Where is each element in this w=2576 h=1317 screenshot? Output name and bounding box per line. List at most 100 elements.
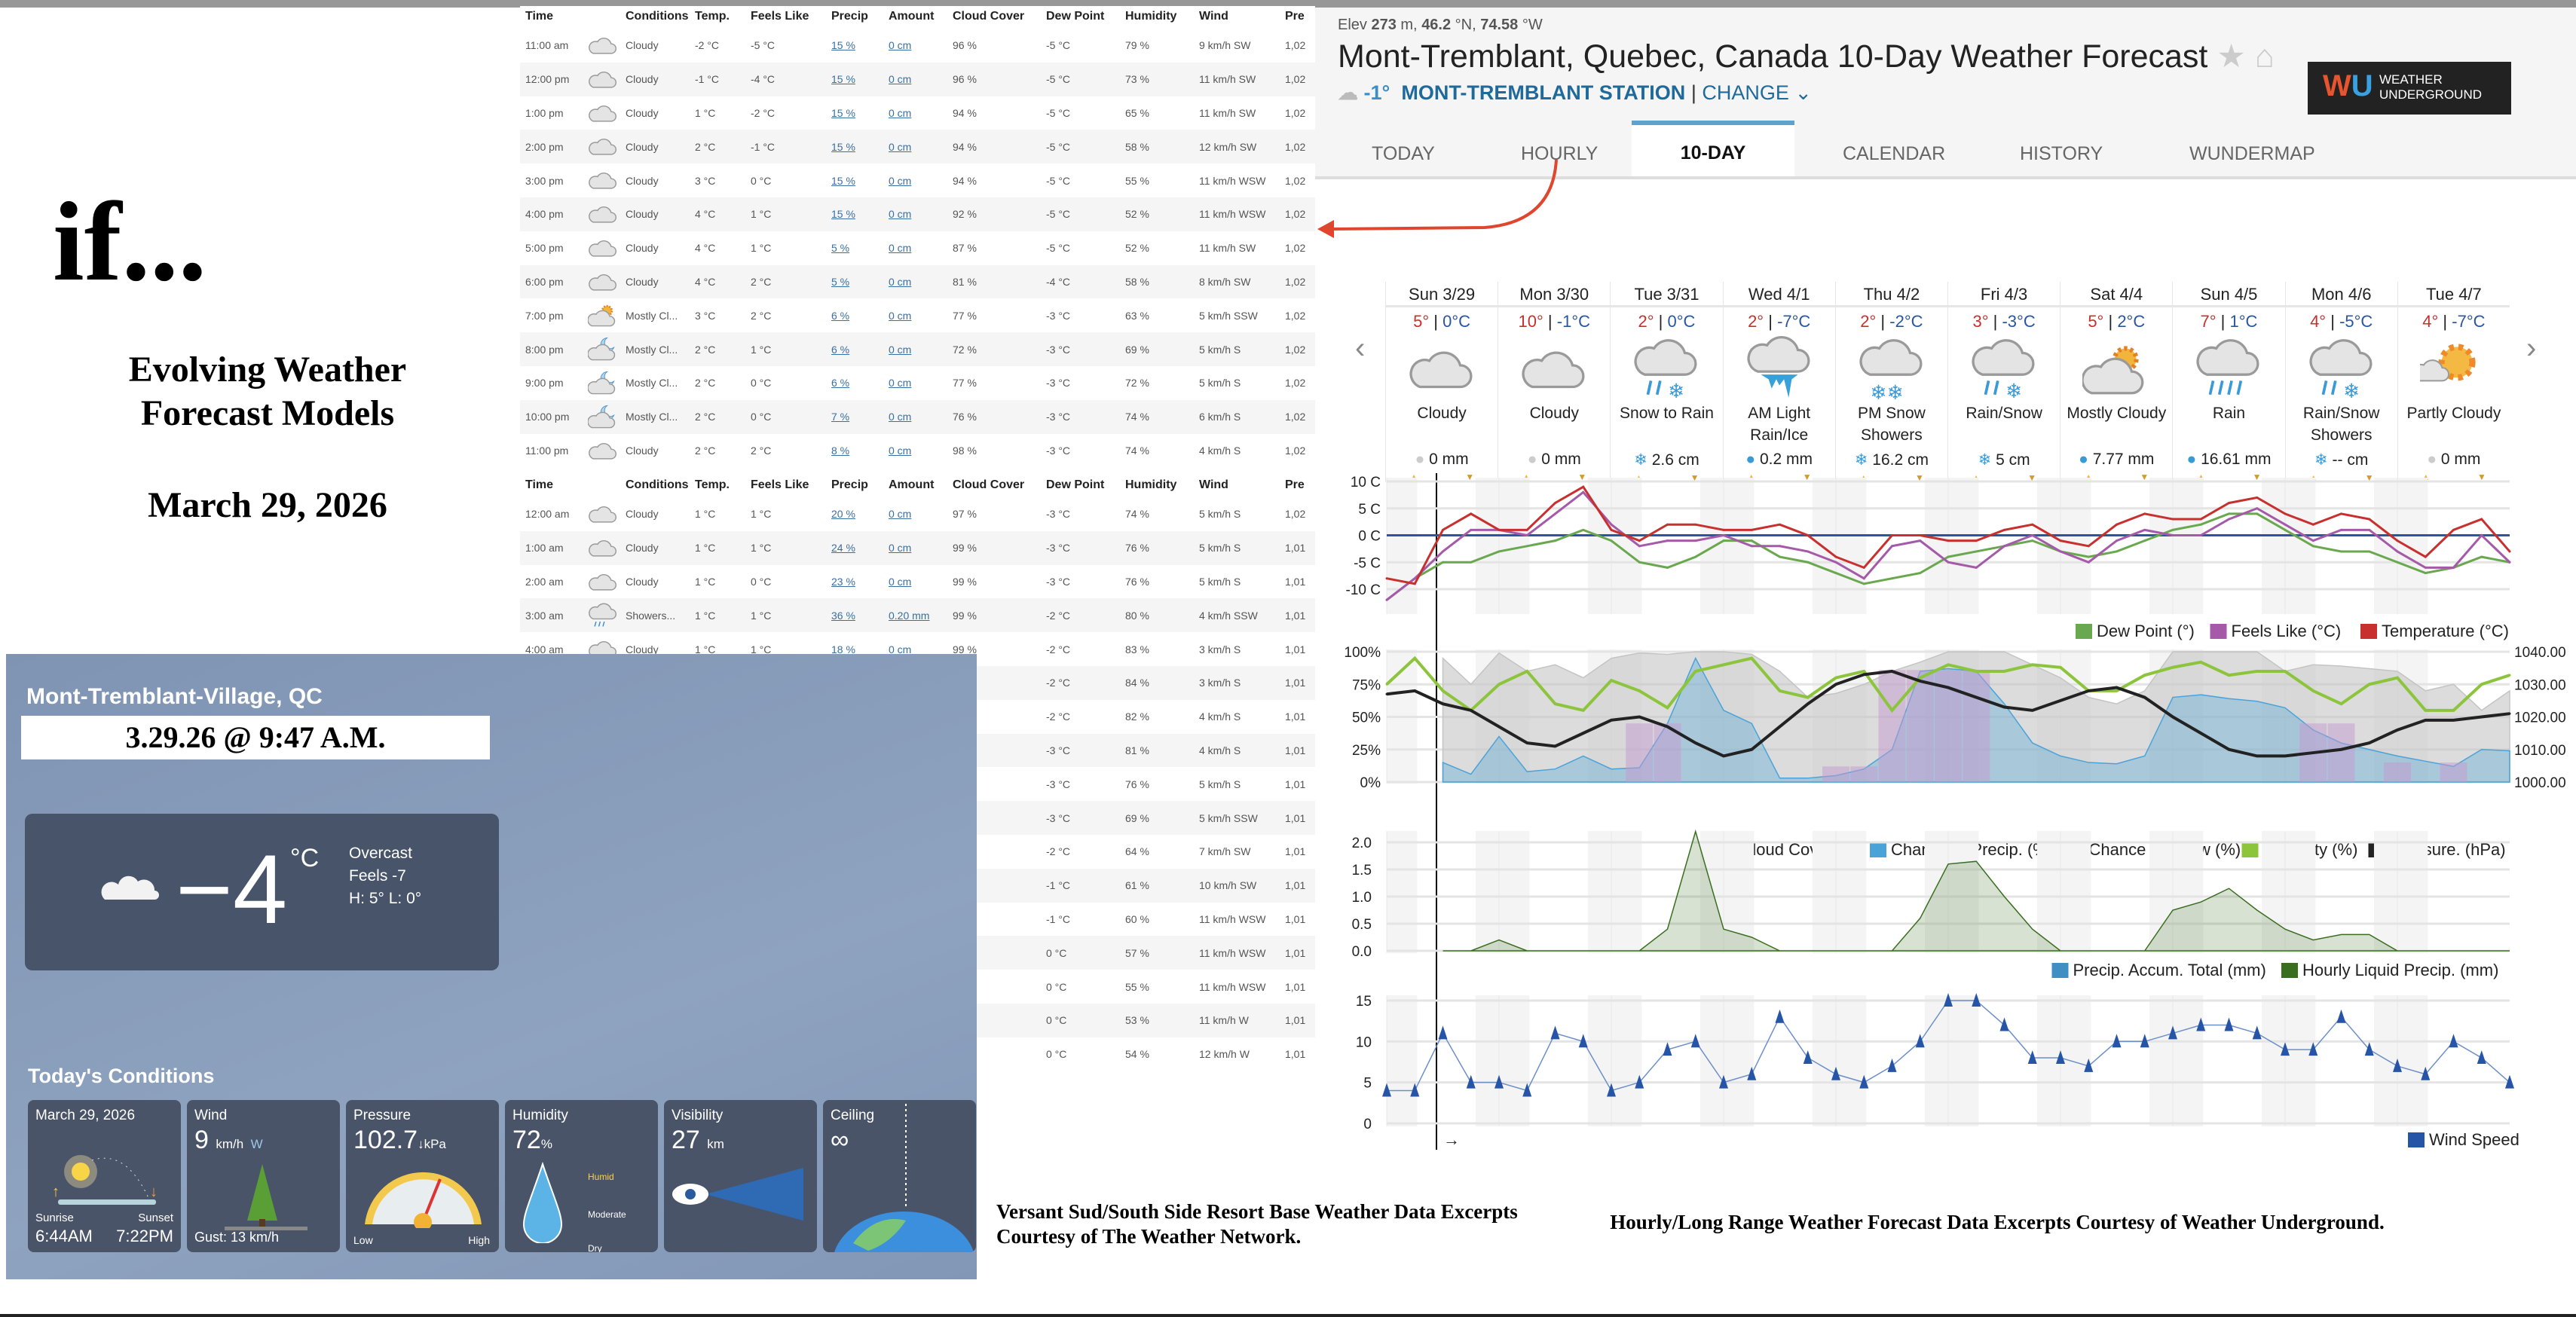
precip-chance[interactable]: 5 %: [831, 275, 850, 288]
forecast-day[interactable]: Thu 4/2 2° | -2°C ❄❄ PM Snow Showers ❄ 16.2 …: [1834, 282, 1947, 483]
change-station-button[interactable]: CHANGE ⌄: [1702, 81, 1812, 104]
precip-chance[interactable]: 18 %: [831, 643, 855, 655]
prev-days-button[interactable]: ‹: [1355, 332, 1366, 365]
wu-logo[interactable]: WU WEATHER UNDERGROUND: [2308, 62, 2511, 115]
tab-history[interactable]: HISTORY: [2020, 143, 2103, 164]
precip-amount[interactable]: 0 cm: [889, 411, 912, 423]
precip-amount[interactable]: 0 cm: [889, 39, 912, 52]
tab-10-day[interactable]: 10-DAY: [1632, 121, 1794, 182]
series-line-2-point: [1750, 528, 1753, 531]
series-line-0-point: [2143, 539, 2146, 542]
series-line-1-point: [1638, 545, 1641, 548]
precip-chance[interactable]: 15 %: [831, 73, 855, 86]
tab-calendar[interactable]: CALENDAR: [1843, 143, 1946, 164]
column-header[interactable]: Conditions: [626, 478, 689, 491]
precip-chance[interactable]: 5 %: [831, 242, 850, 255]
legend-label: Dew Point (°): [2097, 622, 2195, 640]
day-precip: ❄ 2.6 cm: [1611, 451, 1722, 469]
precip-amount[interactable]: 0 cm: [889, 542, 912, 555]
next-days-button[interactable]: ›: [2526, 332, 2537, 365]
cloudy-icon: [588, 635, 618, 662]
column-header[interactable]: Temp.: [695, 10, 730, 23]
precip-amount[interactable]: 0 cm: [889, 275, 912, 288]
day-date: Sun 4/5: [2173, 282, 2285, 307]
precip-amount[interactable]: 0 cm: [889, 106, 912, 119]
precip-chance[interactable]: 20 %: [831, 508, 855, 521]
tab-wundermap[interactable]: WUNDERMAP: [2189, 143, 2315, 164]
forecast-day[interactable]: Tue 4/7 4° | -7°C Partly Cloudy ● 0 mm ▲ ▼: [2397, 282, 2510, 482]
column-header[interactable]: Feels Like: [751, 10, 809, 23]
home-icon[interactable]: ⌂: [2254, 38, 2275, 75]
series-line-2-point: [1919, 534, 1922, 536]
forecast-day[interactable]: Tue 3/312° | 0°C❄Snow to Rain❄ 2.6 cm▲▼: [1610, 282, 1723, 483]
precip-amount[interactable]: 0 cm: [889, 140, 912, 153]
precip-chance[interactable]: 15 %: [831, 140, 855, 153]
column-header[interactable]: Cloud Cover: [953, 478, 1025, 491]
column-header[interactable]: Pre: [1285, 10, 1305, 23]
column-header[interactable]: Dew Point: [1046, 478, 1105, 491]
station-name[interactable]: MONT-TREMBLANT STATION: [1401, 81, 1686, 104]
column-header[interactable]: Precip: [831, 10, 868, 23]
precip-amount[interactable]: 0 cm: [889, 575, 912, 588]
column-header[interactable]: Time: [525, 478, 554, 491]
precip-amount[interactable]: 0 cm: [889, 174, 912, 187]
column-header[interactable]: Cloud Cover: [953, 10, 1025, 23]
precip-chance[interactable]: 23 %: [831, 575, 855, 588]
precip-chance[interactable]: 15 %: [831, 208, 855, 221]
forecast-day[interactable]: Fri 4/33° | -3°C❄Rain/Snow❄ 5 cm▲▼: [1947, 282, 2060, 483]
precip-chance[interactable]: 6 %: [831, 377, 850, 390]
precip-amount[interactable]: 0 cm: [889, 242, 912, 255]
high-temp: 5°: [2088, 312, 2104, 331]
precip-chance[interactable]: 7 %: [831, 411, 850, 423]
forecast-day[interactable]: Mon 3/30 10° | -1°C Cloudy ● 0 mm ▲ ▼: [1498, 282, 1611, 482]
precip-chance[interactable]: 15 %: [831, 39, 855, 52]
column-header[interactable]: Amount: [889, 478, 935, 491]
precip-chance[interactable]: 6 %: [831, 343, 850, 356]
precip-amount[interactable]: 0.20 mm: [889, 609, 930, 622]
elev-prefix: Elev: [1338, 17, 1372, 33]
precip-chance[interactable]: 8 %: [831, 444, 850, 457]
forecast-day[interactable]: Sun 3/29 5° | 0°C Cloudy ● 0 mm ▲ ▼: [1385, 282, 1498, 482]
precip-amount[interactable]: 0 cm: [889, 309, 912, 322]
column-header[interactable]: Pre: [1285, 478, 1305, 491]
forecast-day[interactable]: Sun 4/5 7° | 1°C Rain ● 16.61 mm ▲ ▼: [2172, 282, 2285, 482]
column-header[interactable]: Wind: [1199, 10, 1228, 23]
wind-unit: km/h: [216, 1137, 244, 1151]
forecast-day[interactable]: Wed 4/1 2° | -7°C AM Light Rain/Ice ● 0.2 m…: [1722, 282, 1835, 482]
precip-chance[interactable]: 24 %: [831, 542, 855, 555]
column-header[interactable]: Wind: [1199, 478, 1228, 491]
precip-amount[interactable]: 0 cm: [889, 208, 912, 221]
column-header[interactable]: Precip: [831, 478, 868, 491]
column-header[interactable]: Dew Point: [1046, 10, 1105, 23]
column-header[interactable]: Feels Like: [751, 478, 809, 491]
tab-hourly[interactable]: HOURLY: [1521, 143, 1599, 164]
dew-point: -3 °C: [1046, 411, 1071, 423]
column-header[interactable]: Humidity: [1125, 478, 1177, 491]
precip-chance[interactable]: 6 %: [831, 309, 850, 322]
forecast-day[interactable]: Mon 4/6 4° | -5°C ❄ Rain/Snow Showers ❄ -- c…: [2284, 282, 2397, 483]
column-header[interactable]: Time: [525, 10, 554, 23]
forecast-day[interactable]: Sat 4/4 5° | 2°C Mostly Cloudy ● 7.77 mm ▲ ▼: [2060, 282, 2173, 482]
precip-chance[interactable]: 36 %: [831, 609, 855, 622]
y-tick-label: 15: [1356, 994, 1372, 1010]
precip-amount[interactable]: 0 cm: [889, 508, 912, 521]
column-header[interactable]: Amount: [889, 10, 935, 23]
pressure: 1,02: [1285, 275, 1306, 288]
precip-amount[interactable]: 0 cm: [889, 444, 912, 457]
precip-amount[interactable]: 0 cm: [889, 643, 912, 655]
column-header[interactable]: Conditions: [626, 10, 689, 23]
column-header[interactable]: Temp.: [695, 478, 730, 491]
high-temp: 2°: [1860, 312, 1877, 331]
series-line-1-point: [1610, 523, 1613, 526]
precip-amount[interactable]: 0 cm: [889, 343, 912, 356]
tab-today[interactable]: TODAY: [1372, 143, 1435, 164]
favorite-star-icon[interactable]: ★: [2217, 38, 2246, 75]
y-tick-label: 10 C: [1351, 475, 1381, 490]
precip-chance[interactable]: 15 %: [831, 174, 855, 187]
column-header[interactable]: Humidity: [1125, 10, 1177, 23]
dew-point: -3 °C: [1046, 744, 1071, 756]
precip-amount[interactable]: 0 cm: [889, 73, 912, 86]
precip-amount[interactable]: 0 cm: [889, 377, 912, 390]
precip-chance[interactable]: 15 %: [831, 106, 855, 119]
cloudy-icon: [1408, 335, 1476, 402]
